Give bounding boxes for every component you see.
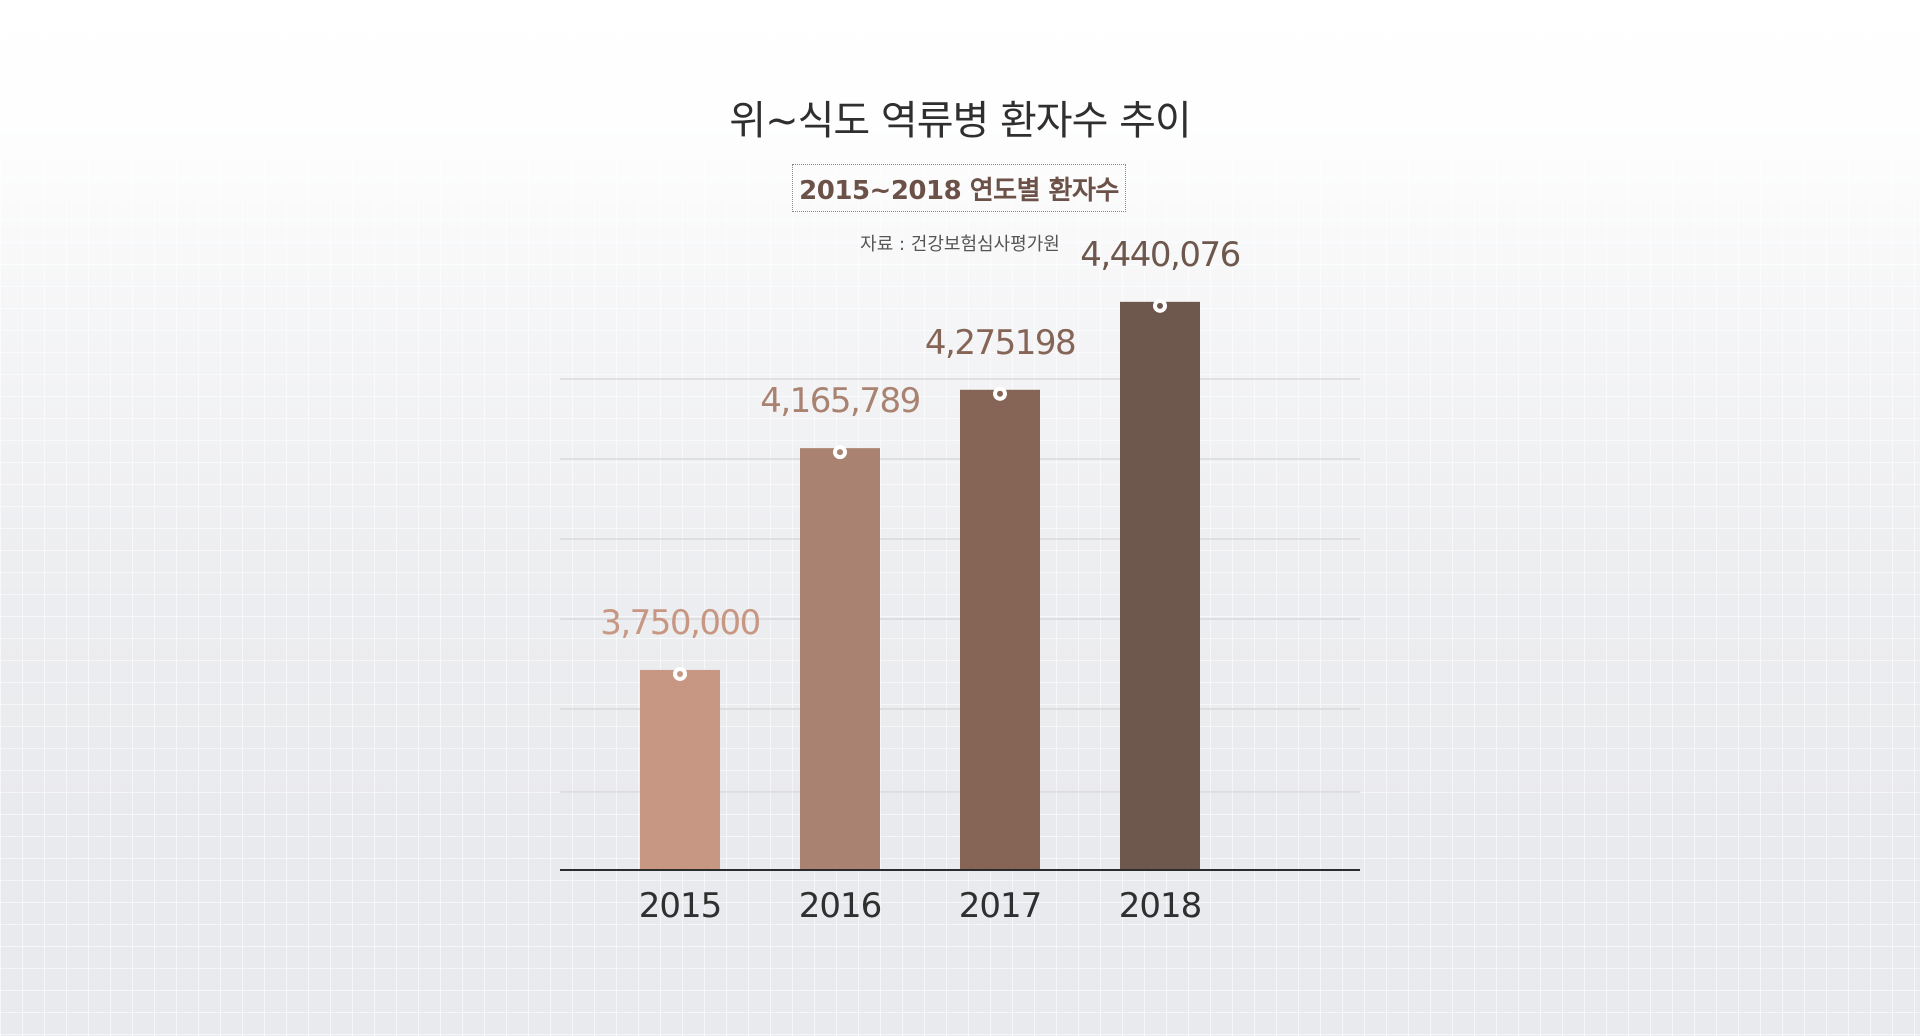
x-tick-label: 2018 xyxy=(1119,886,1202,926)
chart-title: 위~식도 역류병 환자수 추이 xyxy=(729,98,1191,144)
bar-marker-dot xyxy=(997,390,1003,397)
x-tick-labels: 2015 2016 2017 2018 xyxy=(639,886,1203,926)
bar-2018 xyxy=(1120,301,1200,870)
x-tick-label: 2015 xyxy=(639,886,722,926)
bar-marker-dot xyxy=(1157,302,1163,309)
chart-subtitle: 2015~2018 연도별 환자수 xyxy=(792,164,1126,212)
value-label: 3,750,000 xyxy=(600,603,760,643)
chart-source: 자료 : 건강보험심사평가원 xyxy=(860,234,1060,255)
value-label: 4,165,789 xyxy=(760,381,920,421)
bar-2017 xyxy=(960,389,1040,870)
bar-marker-dot xyxy=(837,449,843,456)
x-tick-label: 2016 xyxy=(799,886,882,926)
bar-2016 xyxy=(800,448,880,870)
bar-marker-dot xyxy=(677,670,683,677)
value-label: 4,440,076 xyxy=(1080,235,1240,275)
value-label: 4,275198 xyxy=(925,323,1075,363)
bars xyxy=(640,298,1200,870)
x-tick-label: 2017 xyxy=(959,886,1042,926)
bar-2015 xyxy=(640,669,720,870)
